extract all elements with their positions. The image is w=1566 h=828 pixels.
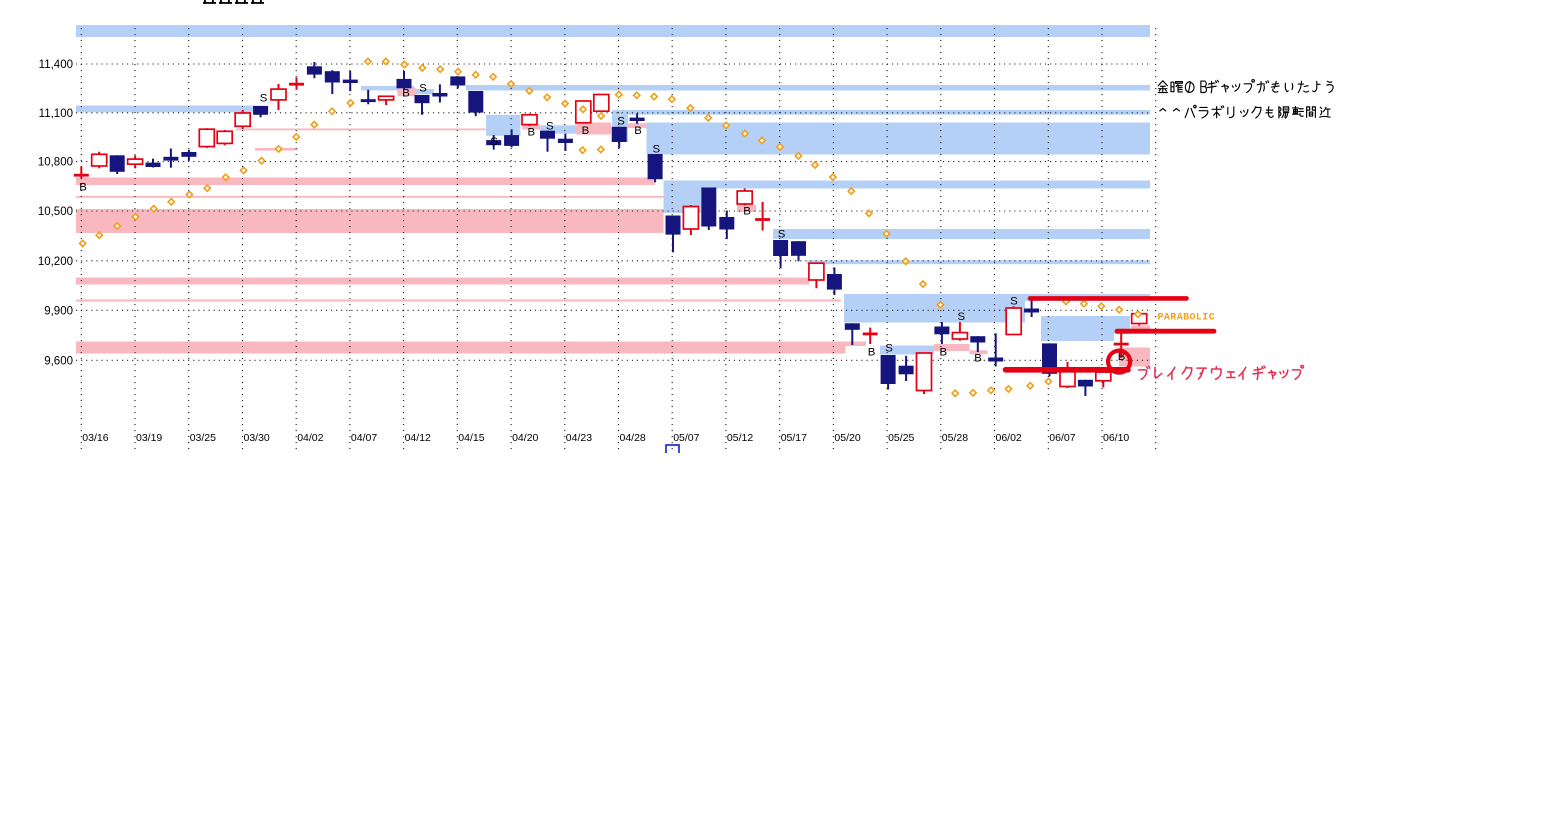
svg-text:03/19: 03/19 (136, 432, 162, 444)
svg-text:B: B (527, 127, 535, 139)
svg-text:05/25: 05/25 (888, 432, 914, 444)
svg-text:10,200: 10,200 (38, 256, 73, 268)
svg-text:10,800: 10,800 (38, 157, 73, 169)
svg-text:06/02: 06/02 (996, 432, 1022, 444)
svg-text:05/12: 05/12 (727, 432, 753, 444)
svg-text:B: B (582, 125, 590, 137)
svg-text:03/30: 03/30 (244, 432, 270, 444)
svg-text:S: S (885, 343, 893, 355)
svg-text:B: B (974, 353, 982, 365)
svg-text:05/17: 05/17 (781, 432, 807, 444)
svg-text:05/20: 05/20 (834, 432, 860, 444)
svg-text:04/07: 04/07 (351, 432, 377, 444)
svg-text:03/16: 03/16 (82, 432, 108, 444)
svg-text:B: B (1118, 351, 1126, 363)
svg-text:04/15: 04/15 (458, 432, 484, 444)
svg-text:S: S (490, 136, 498, 148)
svg-text:11,100: 11,100 (39, 108, 73, 120)
svg-text:S: S (1010, 296, 1018, 308)
svg-text:B: B (634, 125, 642, 137)
svg-text:B: B (402, 88, 410, 100)
svg-text:05/07: 05/07 (673, 432, 699, 444)
svg-text:B: B (939, 347, 947, 359)
svg-text:S: S (652, 144, 660, 156)
svg-text:9,900: 9,900 (44, 305, 73, 317)
svg-text:S: S (419, 83, 427, 95)
svg-text:04/12: 04/12 (405, 432, 431, 444)
svg-text:06/07: 06/07 (1049, 432, 1075, 444)
svg-text:S: S (260, 93, 268, 105)
svg-text:03/25: 03/25 (190, 432, 216, 444)
svg-text:04/28: 04/28 (620, 432, 646, 444)
svg-text:B: B (79, 182, 87, 194)
svg-text:04/20: 04/20 (512, 432, 538, 444)
svg-text:B: B (868, 347, 876, 359)
svg-text:PARABOLIC: PARABOLIC (1158, 313, 1216, 324)
svg-text:05/28: 05/28 (942, 432, 968, 444)
svg-text:10,500: 10,500 (38, 206, 73, 218)
svg-text:11,400: 11,400 (39, 59, 73, 71)
svg-text:S: S (546, 121, 554, 133)
svg-text:S: S (957, 311, 965, 323)
svg-text:B: B (743, 206, 751, 218)
svg-text:S: S (778, 229, 786, 241)
svg-text:06/10: 06/10 (1103, 432, 1129, 444)
svg-text:04/02: 04/02 (297, 432, 323, 444)
svg-text:04/23: 04/23 (566, 432, 592, 444)
svg-text:S: S (617, 116, 625, 128)
svg-text:9,600: 9,600 (44, 355, 73, 367)
